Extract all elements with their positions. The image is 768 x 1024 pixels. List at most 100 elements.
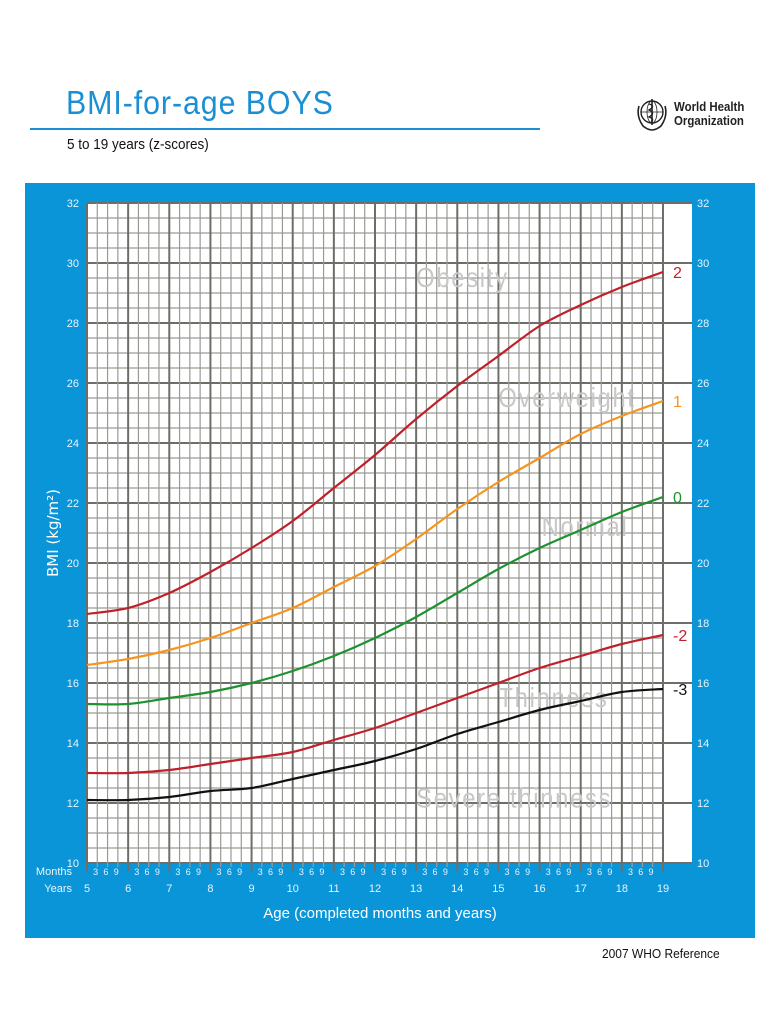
month-tick-label: 3	[340, 867, 345, 877]
org-name-line2: Organization	[674, 113, 744, 128]
month-tick-label: 3	[587, 867, 592, 877]
y-axis-title: BMI (kg/m²)	[44, 489, 62, 577]
month-tick-label: 3	[381, 867, 386, 877]
month-tick-label: 3	[217, 867, 222, 877]
zscore-curve	[86, 633, 664, 775]
month-tick-label: 9	[402, 867, 407, 877]
year-tick-label: 13	[410, 883, 422, 895]
year-tick-label: 17	[575, 883, 587, 895]
year-tick-label: 5	[84, 883, 90, 895]
months-row-label: Months	[36, 866, 73, 878]
year-tick-label: 10	[287, 883, 299, 895]
month-tick-label: 9	[649, 867, 654, 877]
year-tick-label: 8	[207, 883, 213, 895]
month-tick-label: 6	[597, 867, 602, 877]
y-tick-label-right: 10	[697, 858, 709, 870]
month-tick-label: 3	[93, 867, 98, 877]
zone-label: Thinness	[498, 681, 608, 713]
org-name-line1: World Health	[674, 99, 745, 114]
y-tick-label-left: 14	[67, 738, 79, 750]
month-tick-label: 9	[484, 867, 489, 877]
month-tick-label: 3	[258, 867, 263, 877]
month-tick-label: 9	[237, 867, 242, 877]
month-tick-label: 3	[175, 867, 180, 877]
month-tick-label: 6	[391, 867, 396, 877]
month-tick-label: 3	[505, 867, 510, 877]
y-tick-label-left: 22	[67, 498, 79, 510]
zscore-curve	[86, 399, 664, 667]
year-tick-label: 7	[166, 883, 172, 895]
month-tick-label: 3	[422, 867, 427, 877]
month-tick-label: 9	[607, 867, 612, 877]
y-tick-label-right: 14	[697, 738, 709, 750]
month-tick-label: 6	[103, 867, 108, 877]
y-tick-label-right: 24	[697, 438, 709, 450]
y-tick-label-right: 18	[697, 618, 709, 630]
year-tick-label: 18	[616, 883, 628, 895]
month-tick-label: 6	[186, 867, 191, 877]
month-tick-label: 9	[443, 867, 448, 877]
y-tick-label-right: 12	[697, 798, 709, 810]
y-tick-label-right: 22	[697, 498, 709, 510]
years-row-label: Years	[44, 883, 72, 895]
month-tick-label: 9	[155, 867, 160, 877]
y-tick-label-left: 28	[67, 318, 79, 330]
y-tick-label-right: 16	[697, 678, 709, 690]
y-tick-label-left: 32	[67, 198, 79, 210]
y-tick-label-right: 26	[697, 378, 709, 390]
y-tick-label-right: 32	[697, 198, 709, 210]
y-tick-label-left: 12	[67, 798, 79, 810]
month-tick-label: 6	[350, 867, 355, 877]
y-tick-label-left: 10	[67, 858, 79, 870]
month-tick-label: 9	[196, 867, 201, 877]
y-tick-label-left: 30	[67, 258, 79, 270]
month-tick-label: 6	[145, 867, 150, 877]
title-divider	[30, 128, 540, 130]
zscore-curve	[86, 687, 664, 802]
y-tick-label-right: 30	[697, 258, 709, 270]
month-tick-label: 3	[628, 867, 633, 877]
zscore-label: 1	[673, 394, 682, 411]
month-tick-label: 6	[227, 867, 232, 877]
month-tick-label: 6	[474, 867, 479, 877]
month-tick-label: 3	[546, 867, 551, 877]
month-tick-label: 6	[638, 867, 643, 877]
zone-label: Obesity	[416, 261, 509, 293]
y-tick-label-left: 18	[67, 618, 79, 630]
month-tick-label: 3	[299, 867, 304, 877]
zscore-label: 0	[673, 490, 682, 507]
who-org-name: World Health Organization	[674, 100, 744, 128]
year-tick-label: 11	[328, 883, 339, 895]
chart-subtitle: 5 to 19 years (z-scores)	[67, 136, 209, 153]
y-tick-label-left: 24	[67, 438, 79, 450]
who-emblem-icon	[637, 99, 667, 131]
month-tick-label: 9	[361, 867, 366, 877]
month-tick-label: 3	[463, 867, 468, 877]
y-tick-label-left: 26	[67, 378, 79, 390]
zscore-label: -3	[673, 682, 687, 699]
month-tick-label: 9	[319, 867, 324, 877]
year-tick-label: 14	[451, 883, 463, 895]
month-tick-label: 6	[268, 867, 273, 877]
y-tick-label-right: 28	[697, 318, 709, 330]
x-axis-title: Age (completed months and years)	[263, 905, 496, 922]
zone-label: Severe thinness	[416, 782, 612, 814]
zone-label: Overweight	[498, 381, 635, 413]
year-tick-label: 19	[657, 883, 669, 895]
chart-title: BMI-for-age BOYS	[66, 84, 334, 121]
y-tick-label-left: 20	[67, 558, 79, 570]
y-tick-label-left: 16	[67, 678, 79, 690]
year-tick-label: 9	[249, 883, 255, 895]
zscore-label: 2	[673, 265, 682, 282]
year-tick-label: 6	[125, 883, 131, 895]
month-tick-label: 6	[433, 867, 438, 877]
reference-note: 2007 WHO Reference	[602, 946, 720, 961]
month-tick-label: 9	[278, 867, 283, 877]
year-tick-label: 12	[369, 883, 381, 895]
month-tick-label: 6	[515, 867, 520, 877]
year-tick-label: 16	[533, 883, 545, 895]
who-logo: World Health Organization	[634, 94, 754, 134]
month-tick-label: 6	[309, 867, 314, 877]
month-tick-label: 9	[114, 867, 119, 877]
